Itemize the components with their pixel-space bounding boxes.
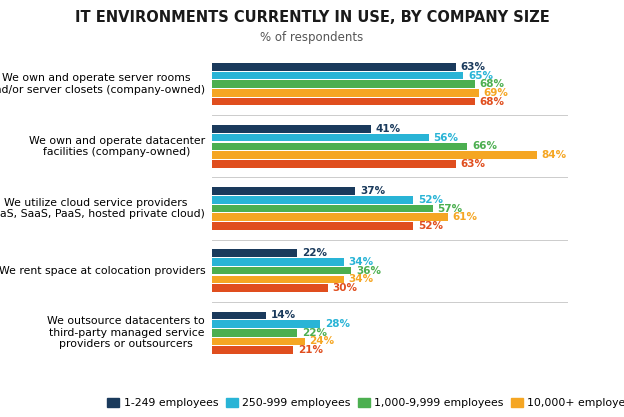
Text: IT ENVIRONMENTS CURRENTLY IN USE, BY COMPANY SIZE: IT ENVIRONMENTS CURRENTLY IN USE, BY COM… [75,10,549,25]
Text: 30%: 30% [333,283,358,293]
Text: 37%: 37% [360,186,385,196]
Text: 84%: 84% [542,150,567,160]
Text: % of respondents: % of respondents [260,31,364,44]
Legend: 1-249 employees, 250-999 employees, 1,000-9,999 employees, 10,000+ employees, To: 1-249 employees, 250-999 employees, 1,00… [103,393,624,412]
Text: 69%: 69% [484,88,509,98]
Bar [212,338,305,345]
Bar [212,347,293,354]
Text: 63%: 63% [461,159,485,169]
Text: 36%: 36% [356,266,381,276]
Bar [212,72,464,79]
Text: 68%: 68% [480,79,505,89]
Bar [212,258,344,266]
Bar [212,284,328,292]
Bar [212,311,266,319]
Bar [212,187,355,195]
Text: 65%: 65% [468,70,493,80]
Bar [212,125,371,133]
Text: 34%: 34% [348,257,373,267]
Text: 14%: 14% [271,310,296,320]
Bar [212,160,456,168]
Text: 34%: 34% [348,274,373,284]
Text: 28%: 28% [325,319,350,329]
Bar [212,276,344,283]
Bar [212,89,479,97]
Bar [212,320,320,328]
Text: 22%: 22% [302,328,327,338]
Text: 56%: 56% [433,133,458,143]
Text: 52%: 52% [418,195,443,205]
Bar [212,267,351,274]
Text: 22%: 22% [302,248,327,258]
Bar [212,63,456,70]
Bar [212,134,429,141]
Text: 24%: 24% [310,337,334,347]
Bar [212,151,537,159]
Bar [212,249,297,257]
Text: 52%: 52% [418,221,443,231]
Bar [212,80,475,88]
Text: 66%: 66% [472,141,497,151]
Text: 61%: 61% [452,212,477,222]
Bar [212,143,467,150]
Bar [212,329,297,337]
Text: 21%: 21% [298,345,323,355]
Text: 57%: 57% [437,203,462,214]
Bar [212,214,448,221]
Text: 63%: 63% [461,62,485,72]
Bar [212,222,413,230]
Bar [212,98,475,106]
Bar [212,205,432,212]
Text: 41%: 41% [375,124,401,134]
Text: 68%: 68% [480,97,505,107]
Bar [212,196,413,203]
